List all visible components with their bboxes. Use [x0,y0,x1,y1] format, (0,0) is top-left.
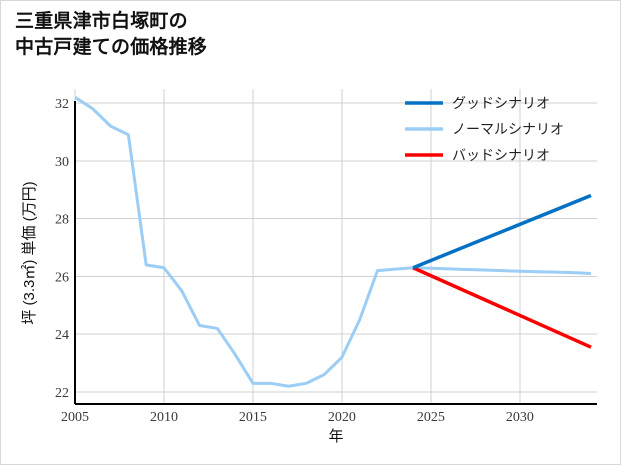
y-axis-title-text: 坪 (3.3㎡) 単価 (万円) [21,181,38,324]
legend-label-2: バッドシナリオ [452,147,550,163]
x-tick-label: 2010 [150,410,178,425]
y-tick-label: 26 [55,270,69,285]
x-tick-label: 2015 [239,410,267,425]
x-tick-label: 2025 [417,410,445,425]
x-tick-label: 2005 [61,410,89,425]
x-tick-label: 2020 [328,410,356,425]
legend-label-0: グッドシナリオ [452,95,550,111]
y-tick-label: 24 [55,328,69,343]
axis-lines-group [74,101,597,405]
y-tick-label: 22 [55,386,69,401]
y-tick-labels-group: 22 24 26 28 30 32 [55,97,69,401]
y-tick-label: 30 [55,155,69,170]
series-group [74,95,592,388]
series-line-normal [74,95,592,388]
y-tick-label: 28 [55,213,69,228]
y-tick-label: 32 [55,97,69,112]
legend-label-1: ノーマルシナリオ [452,121,564,137]
x-tick-label: 2030 [506,410,534,425]
page-title: 三重県津市白塚町の 中古戸建ての価格推移 [15,11,208,59]
series-line-bad [412,266,592,349]
x-tick-labels-group: 2005 2010 2015 2020 2025 2030 [61,410,534,425]
x-axis-title: 年 [328,428,343,445]
y-axis-title: 坪 (3.3㎡) 単価 (万円) [21,181,38,324]
series-line-good [412,193,592,270]
